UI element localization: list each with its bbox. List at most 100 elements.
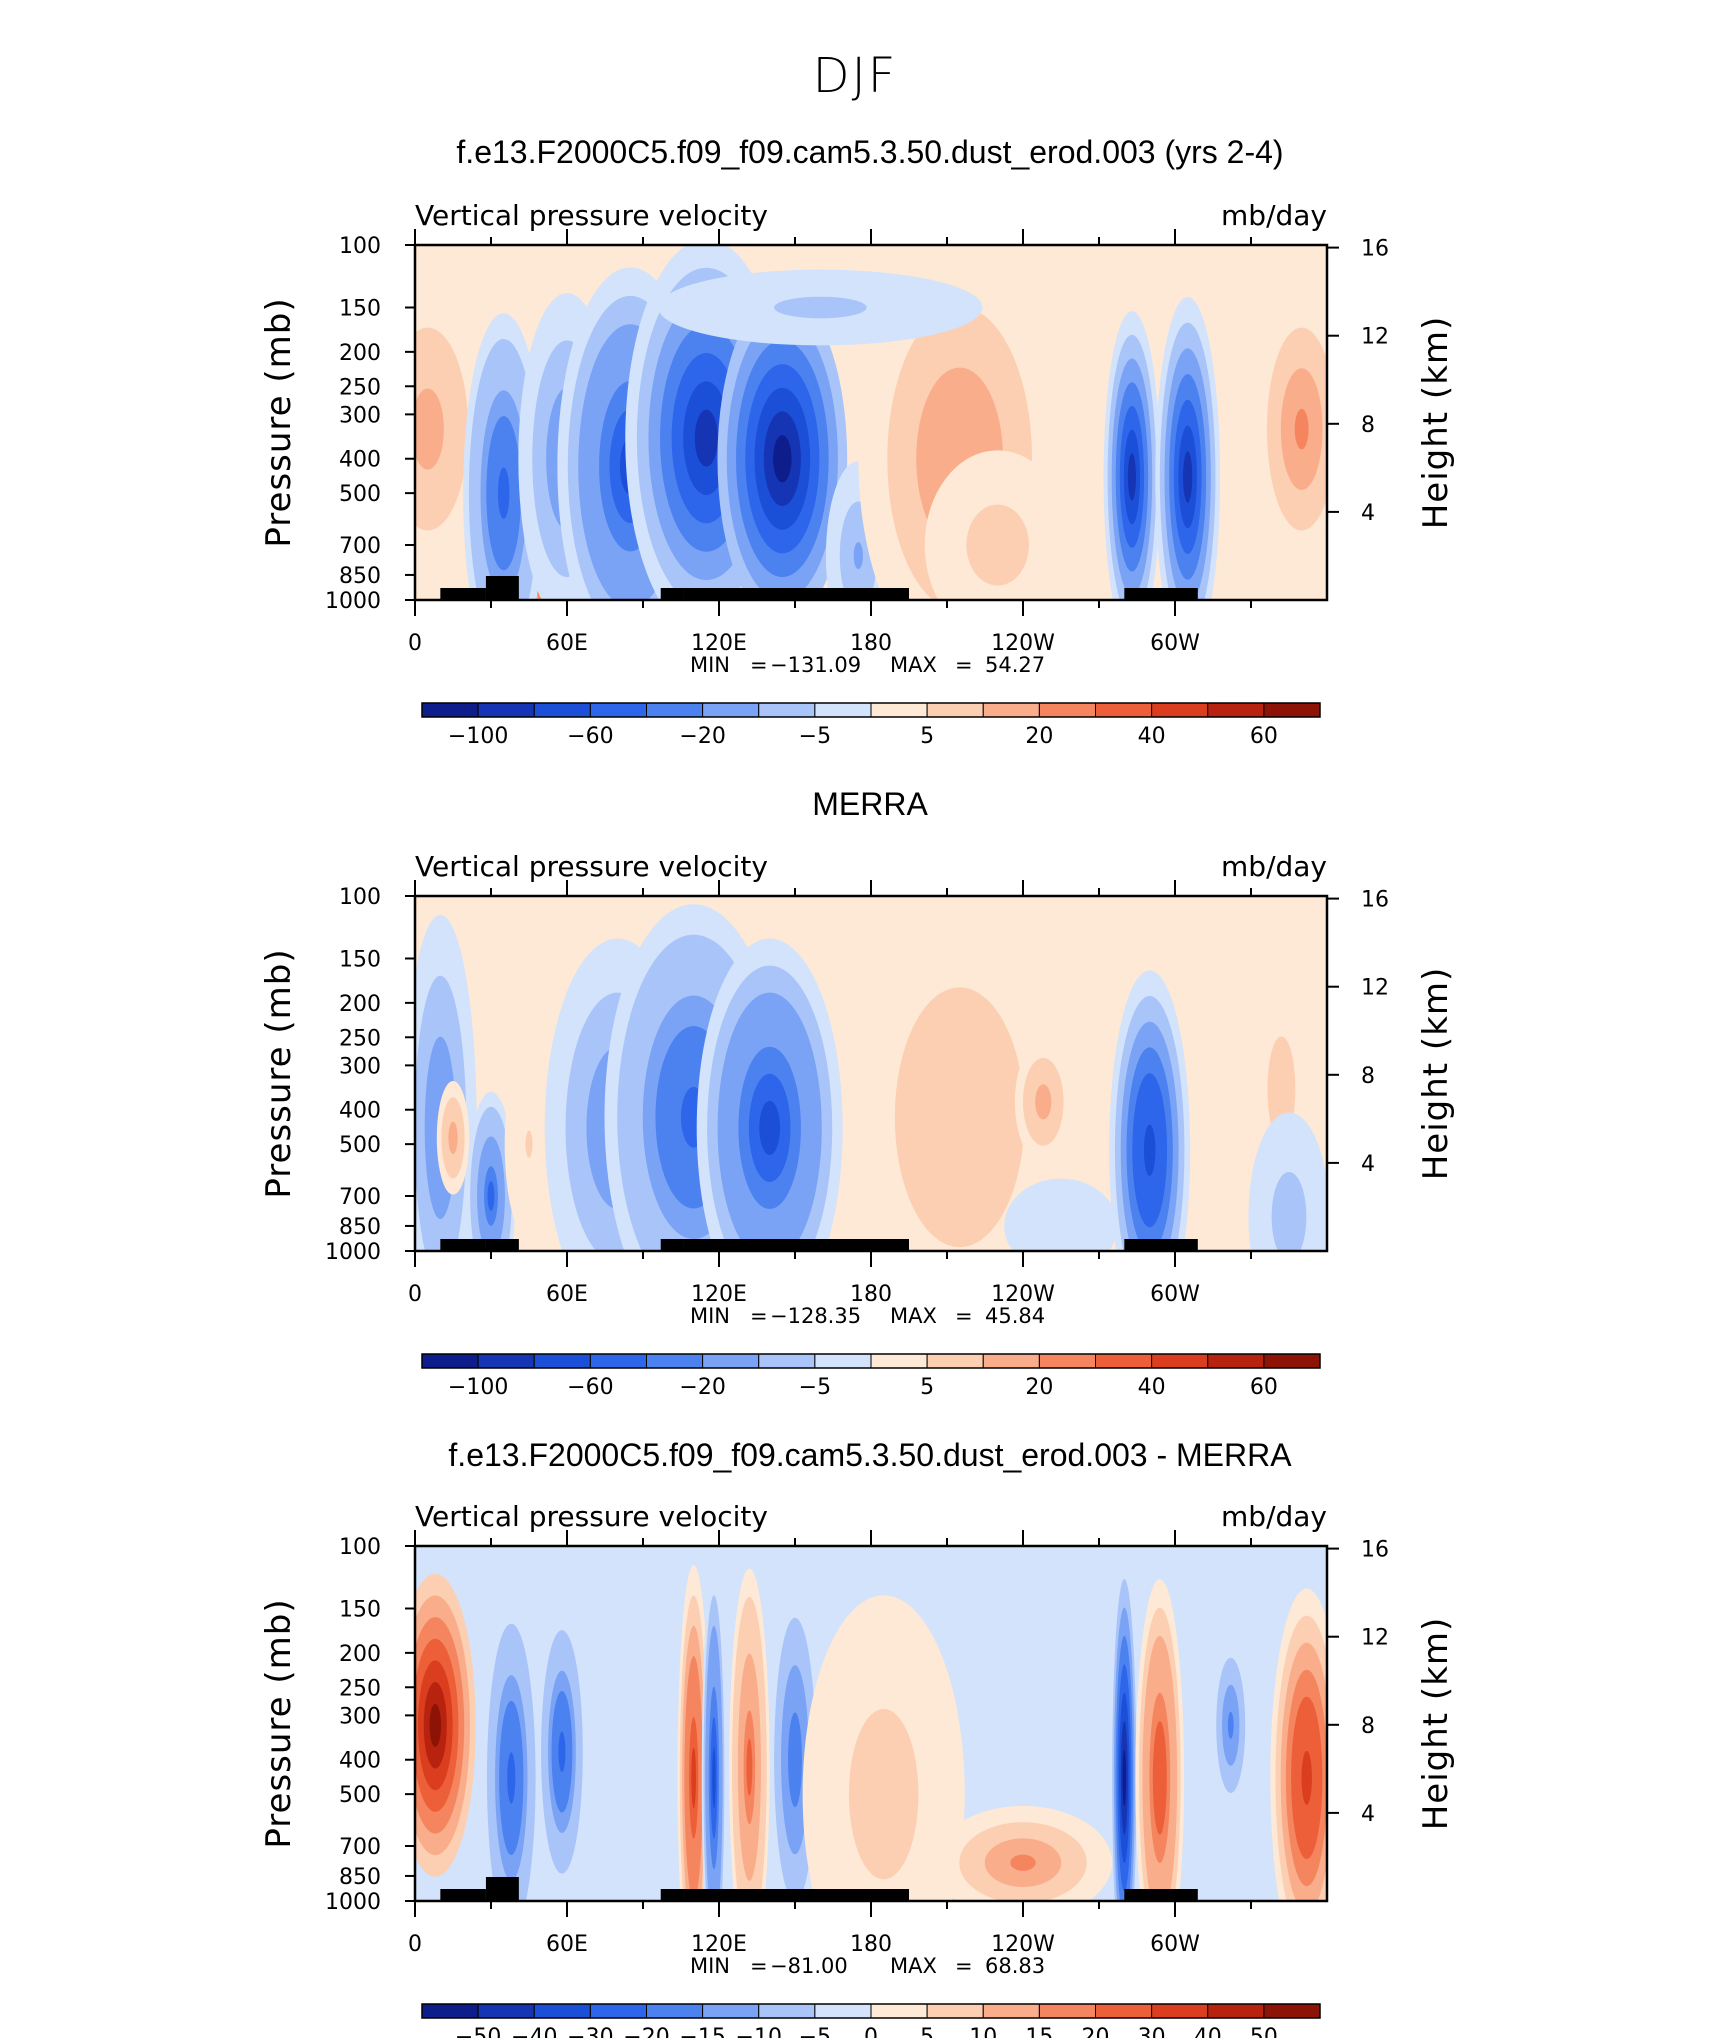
x-tick-label: 0 — [408, 1932, 422, 1957]
colorbar-label: 5 — [920, 724, 934, 749]
contour-band — [691, 1747, 696, 1809]
units-label: mb/day — [1221, 199, 1327, 232]
y-tick-label: 200 — [339, 992, 381, 1017]
colorbar-label: 5 — [920, 2025, 934, 2038]
colorbar-swatch — [589, 2003, 647, 2019]
colorbar-label: 50 — [1250, 2025, 1278, 2038]
colorbar-swatch — [646, 1353, 704, 1369]
colorbar-label: −100 — [448, 724, 508, 749]
min-eq: = — [750, 653, 768, 677]
x-tick-label: 60E — [546, 1932, 588, 1957]
x-tick-label: 120W — [991, 631, 1055, 656]
y-tick-label: 200 — [339, 1642, 381, 1667]
contour-band — [1301, 1750, 1312, 1805]
colorbar-label: 20 — [1082, 2025, 1110, 2038]
max-eq: = — [955, 1304, 973, 1328]
colorbar-swatch — [477, 1353, 535, 1369]
y-right-tick-label: 16 — [1361, 1538, 1389, 1563]
colorbar-label: 60 — [1250, 724, 1278, 749]
chart-panel-2: MERRA Vertical pressure velocity mb/day 100… — [259, 786, 1456, 1400]
colorbar-swatch — [533, 2003, 591, 2019]
colorbar-label: −15 — [679, 2025, 725, 2038]
y-tick-label: 700 — [339, 1835, 381, 1860]
contour-field — [415, 245, 1327, 600]
contour-band — [943, 1084, 976, 1150]
y-tick-label: 850 — [339, 1215, 381, 1240]
y-tick-label: 150 — [339, 948, 381, 973]
y-right-tick-label: 16 — [1361, 888, 1389, 913]
colorbar-label: 40 — [1138, 1375, 1166, 1400]
contour-band — [507, 1752, 516, 1804]
colorbar-label: −100 — [448, 1375, 508, 1400]
contour-band — [525, 1130, 533, 1158]
land-mask — [485, 1877, 519, 1901]
land-mask — [440, 1239, 486, 1251]
variable-label: Vertical pressure velocity — [415, 1500, 768, 1533]
colorbar-swatch — [1207, 2003, 1265, 2019]
y-tick-label: 100 — [339, 1535, 381, 1560]
max-eq: = — [955, 1954, 973, 1978]
colorbar-swatch — [1038, 1353, 1096, 1369]
colorbar-label: 0 — [864, 2025, 878, 2038]
y-tick-label: 300 — [339, 1704, 381, 1729]
min-eq: = — [750, 1304, 768, 1328]
chart-title: MERRA — [812, 786, 928, 822]
min-value: −131.09 — [770, 653, 861, 677]
land-mask — [683, 588, 909, 600]
colorbar-label: −30 — [567, 2025, 613, 2038]
colorbar-label: 60 — [1250, 1375, 1278, 1400]
colorbar-label: 20 — [1025, 724, 1053, 749]
colorbar-swatch — [814, 2003, 872, 2019]
colorbar-label: −5 — [799, 2025, 831, 2038]
x-tick-label: 120E — [691, 1932, 747, 1957]
contour-band — [429, 1703, 442, 1747]
colorbar-swatch — [1263, 702, 1321, 718]
colorbar-swatch — [1151, 1353, 1209, 1369]
colorbar-swatch — [982, 1353, 1040, 1369]
y-tick-label: 100 — [339, 885, 381, 910]
units-label: mb/day — [1221, 850, 1327, 883]
y-tick-label: 1000 — [325, 589, 381, 614]
contour-band — [746, 1738, 753, 1796]
x-tick-label: 180 — [850, 1282, 892, 1307]
colorbar-swatch — [1038, 702, 1096, 718]
chart-panel-1: f.e13.F2000C5.f09_f09.cam5.3.50.dust_ero… — [259, 134, 1456, 749]
colorbar-swatch — [870, 2003, 928, 2019]
colorbar-label: 5 — [920, 1375, 934, 1400]
contour-band — [853, 542, 863, 570]
colorbar-swatch — [702, 1353, 760, 1369]
chart-title: f.e13.F2000C5.f09_f09.cam5.3.50.dust_ero… — [448, 1437, 1292, 1473]
x-tick-label: 0 — [408, 631, 422, 656]
y-right-tick-label: 12 — [1361, 976, 1389, 1001]
colorbar-swatch — [926, 702, 984, 718]
max-label: MAX — [890, 1304, 937, 1328]
variable-label: Vertical pressure velocity — [415, 850, 768, 883]
contour-band — [791, 1736, 799, 1784]
colorbar-frame — [421, 2003, 1321, 2019]
colorbar-swatch — [1095, 2003, 1153, 2019]
y-tick-label: 100 — [339, 234, 381, 259]
colorbar-swatch — [1038, 2003, 1096, 2019]
colorbar-swatch — [421, 1353, 479, 1369]
y-tick-label: 1000 — [325, 1890, 381, 1915]
land-mask — [660, 588, 684, 600]
y-axis-label: Pressure (mb) — [259, 948, 299, 1198]
land-mask — [660, 1889, 684, 1901]
min-eq: = — [750, 1954, 768, 1978]
colorbar-swatch — [1095, 1353, 1153, 1369]
x-tick-label: 180 — [850, 1932, 892, 1957]
colorbar-swatch — [589, 702, 647, 718]
contour-band — [797, 302, 844, 313]
colorbar-swatch — [814, 702, 872, 718]
colorbar-label: 40 — [1194, 2025, 1222, 2038]
colorbar-swatch — [1151, 702, 1209, 718]
x-tick-label: 60W — [1150, 631, 1200, 656]
colorbar-label: −60 — [567, 1375, 613, 1400]
y-tick-label: 500 — [339, 482, 381, 507]
colorbar-swatch — [421, 2003, 479, 2019]
y-tick-label: 850 — [339, 564, 381, 589]
y-right-tick-label: 8 — [1361, 1064, 1375, 1089]
y-tick-label: 700 — [339, 1185, 381, 1210]
land-mask — [660, 1239, 684, 1251]
x-tick-label: 60E — [546, 1282, 588, 1307]
